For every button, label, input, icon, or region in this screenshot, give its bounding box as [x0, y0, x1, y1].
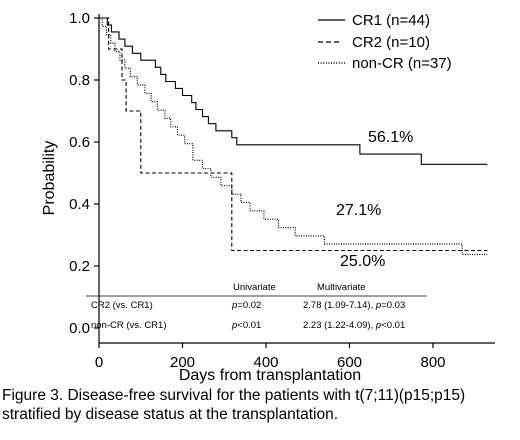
annotation-cr2: 25.0%	[340, 253, 385, 270]
survival-chart: 0 200 400 600 800 0.0 0.2 0.4 0.6 0.8 1.0 Probabil…	[41, 10, 495, 384]
series-line-dotted	[99, 17, 488, 256]
x-tick-label: 800	[420, 354, 445, 371]
x-tick-label: 600	[337, 354, 362, 371]
y-tick-label: 0.8	[69, 72, 90, 89]
legend-label-cr1: CR1 (n=44)	[352, 12, 430, 29]
x-tick-label: 400	[253, 354, 278, 371]
multivariate-p: =0.03	[381, 300, 405, 311]
legend-label-noncr: non-CR (n=37)	[352, 55, 452, 72]
x-tick-label: 200	[170, 354, 195, 371]
series-line-dashed	[99, 17, 488, 252]
multivariate-ci: 2.78 (1.09-7.14),	[303, 300, 376, 311]
y-tick-label: 0.4	[69, 196, 90, 213]
y-axis-title: Probability	[41, 141, 58, 216]
table-cell-multivariate: 2.78 (1.09-7.14), p=0.03	[303, 300, 405, 311]
univariate-value: =0.02	[237, 300, 261, 311]
annotation-cr1: 56.1%	[368, 129, 413, 146]
p-symbol: p	[231, 320, 237, 331]
multivariate-ci: 2.23 (1.22-4.09),	[303, 320, 376, 331]
table-cell-univariate: p=0.02	[231, 300, 261, 311]
table-cell-univariate: p<0.01	[231, 320, 261, 331]
ticks: 0 200 400 600 800 0.0 0.2 0.4 0.6 0.8 1.0	[69, 10, 445, 371]
p-symbol: p	[231, 300, 237, 311]
series-group	[99, 17, 488, 256]
table-row-label: non-CR (vs. CR1)	[91, 320, 167, 331]
y-tick-label: 0.6	[69, 134, 90, 151]
x-tick-label: 0	[95, 354, 103, 371]
figure-caption: Figure 3. Disease-free survival for the …	[2, 386, 518, 424]
legend: CR1 (n=44) CR2 (n=10) non-CR (n=37)	[318, 12, 452, 72]
p-symbol: p	[375, 300, 381, 311]
y-tick-label: 1.0	[69, 10, 90, 27]
multivariate-p: <0.01	[381, 320, 405, 331]
x-axis-title: Days from transplantation	[179, 367, 361, 384]
legend-label-cr2: CR2 (n=10)	[352, 34, 430, 51]
annotation-noncr: 27.1%	[336, 202, 381, 219]
caption-line-2: stratified by disease status at the tran…	[2, 406, 339, 423]
caption-line-1: Figure 3. Disease-free survival for the …	[2, 387, 466, 404]
series-line-solid	[99, 17, 488, 165]
table-header-multivariate: Multivariate	[317, 282, 366, 293]
table-cell-multivariate: 2.23 (1.22-4.09), p<0.01	[303, 320, 405, 331]
p-symbol: p	[375, 320, 381, 331]
table-row-label: CR2 (vs. CR1)	[91, 300, 153, 311]
axes	[98, 14, 495, 344]
y-tick-label: 0.0	[69, 320, 90, 337]
y-tick-label: 0.2	[69, 258, 90, 275]
table-header-univariate: Univariate	[233, 282, 276, 293]
stats-table: Univariate Multivariate CR2 (vs. CR1) p=…	[86, 282, 427, 331]
univariate-value: <0.01	[237, 320, 261, 331]
